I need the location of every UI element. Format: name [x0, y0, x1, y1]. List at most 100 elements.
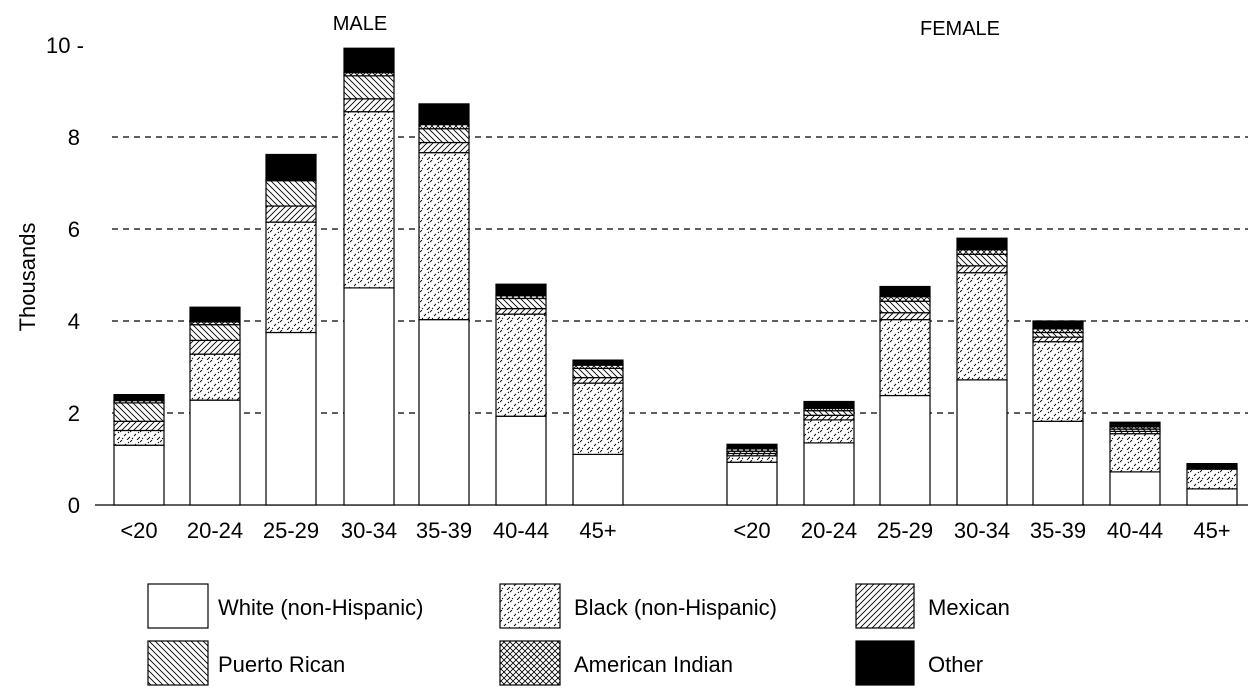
legend: White (non-Hispanic) Black (non-Hispanic…	[147, 583, 1010, 686]
bar-segment	[1109, 471, 1161, 506]
x-tick-label: 30-34	[954, 518, 1010, 543]
bar-segment	[879, 296, 931, 302]
x-tick-label: 20-24	[187, 518, 243, 543]
legend-label-white: White (non-Hispanic)	[218, 595, 423, 620]
bar-segment	[113, 444, 165, 506]
bar-stack	[265, 153, 317, 506]
bar-segment	[113, 420, 165, 432]
legend-label-puerto-rican: Puerto Rican	[218, 652, 345, 677]
bar-segment	[495, 313, 547, 417]
bar-segment	[879, 319, 931, 397]
legend-swatch-american-indian	[499, 640, 561, 686]
bar-segment	[572, 453, 624, 506]
bar-segment	[879, 285, 931, 298]
legend-item-mexican: Mexican	[855, 583, 1010, 629]
bar-segment	[418, 141, 470, 154]
bar-segment	[1032, 336, 1084, 343]
legend-swatch-mexican	[855, 583, 915, 629]
bar-segment	[189, 324, 241, 341]
x-tick-label: 45+	[1193, 518, 1230, 543]
panel-title-female: FEMALE	[920, 18, 1000, 40]
bar-stack	[113, 394, 165, 506]
bar-segment	[265, 180, 317, 207]
bar-segment	[956, 265, 1008, 274]
bar-segment	[1109, 421, 1161, 428]
bar-segment	[189, 306, 241, 323]
bar-segment	[343, 47, 395, 74]
bar-segment	[343, 287, 395, 506]
legend-item-other: Other	[855, 640, 983, 686]
bars	[113, 47, 1238, 506]
y-tick-label: 10 -	[46, 33, 84, 58]
bar-segment	[956, 237, 1008, 251]
bar-stack	[343, 47, 395, 506]
x-tick-label: <20	[120, 518, 157, 543]
bar-segment	[1032, 320, 1084, 330]
y-tick-label: 4	[68, 309, 80, 334]
bar-segment	[265, 331, 317, 506]
legend-label-american-indian: American Indian	[574, 652, 733, 677]
legend-swatch-other	[855, 640, 915, 686]
bar-stack	[879, 285, 931, 506]
bar-segment	[265, 205, 317, 223]
bar-segment	[1186, 488, 1238, 506]
panel-title-male: MALE	[333, 13, 387, 35]
bar-segment	[726, 455, 778, 463]
bar-segment	[803, 414, 855, 421]
bar-stack	[956, 237, 1008, 506]
legend-swatch-white	[147, 583, 209, 629]
x-tick-label: 45+	[579, 518, 616, 543]
bar-segment	[956, 253, 1008, 267]
bar-segment	[572, 376, 624, 384]
bar-segment	[572, 359, 624, 366]
bar-segment	[572, 382, 624, 456]
bar-segment	[189, 399, 241, 506]
bar-segment	[879, 300, 931, 314]
bar-segment	[1032, 420, 1084, 506]
bar-segment	[495, 297, 547, 310]
bar-stack	[1109, 421, 1161, 506]
bar-segment	[803, 410, 855, 416]
bar-stack	[495, 283, 547, 506]
legend-item-white: White (non-Hispanic)	[147, 583, 423, 629]
bar-segment	[1186, 468, 1238, 490]
bar-segment	[726, 443, 778, 450]
x-tick-label: 20-24	[801, 518, 857, 543]
bar-segment	[803, 400, 855, 410]
bar-segment	[1032, 341, 1084, 422]
x-tick-label: 35-39	[1030, 518, 1086, 543]
bar-stack	[189, 306, 241, 506]
legend-swatch-puerto-rican	[147, 640, 209, 686]
bar-segment	[495, 283, 547, 297]
bar-segment	[418, 319, 470, 506]
y-tick-label: 0	[68, 493, 80, 518]
x-tick-label: 40-44	[493, 518, 549, 543]
bar-segment	[113, 402, 165, 422]
x-tick-label: 30-34	[341, 518, 397, 543]
bar-segment	[418, 103, 470, 126]
bar-segment	[726, 461, 778, 506]
bar-segment	[189, 339, 241, 355]
bar-segment	[572, 367, 624, 379]
bar-stack	[1032, 320, 1084, 506]
bar-segment	[495, 307, 547, 315]
y-tick-label: 2	[68, 401, 80, 426]
x-tick-label: 35-39	[416, 518, 472, 543]
legend-label-other: Other	[928, 652, 983, 677]
bar-stack	[418, 103, 470, 506]
bar-stack	[803, 400, 855, 506]
legend-item-black: Black (non-Hispanic)	[499, 583, 777, 629]
x-tick-label: 25-29	[263, 518, 319, 543]
bar-segment	[418, 128, 470, 144]
x-tick-label: 40-44	[1107, 518, 1163, 543]
bar-stack	[726, 443, 778, 506]
y-axis-label: Thousands	[15, 223, 40, 332]
x-tick-label: <20	[733, 518, 770, 543]
bar-segment	[1186, 463, 1238, 470]
legend-label-black: Black (non-Hispanic)	[574, 595, 777, 620]
bar-segment	[189, 353, 241, 401]
legend-swatch-black	[499, 583, 561, 629]
legend-item-american-indian: American Indian	[499, 640, 733, 686]
bar-segment	[1109, 433, 1161, 473]
